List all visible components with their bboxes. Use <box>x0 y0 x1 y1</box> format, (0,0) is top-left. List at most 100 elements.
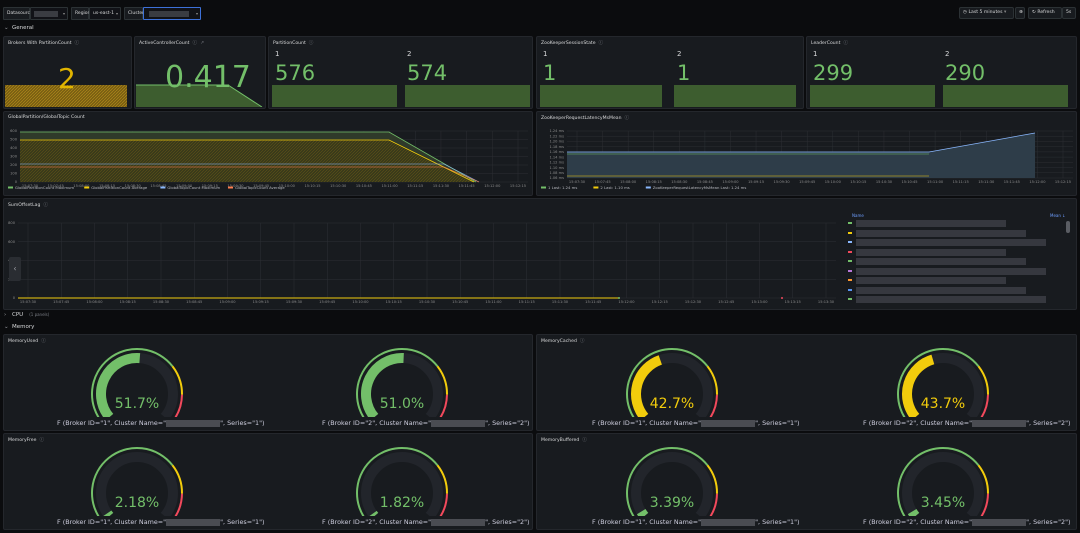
zoom-out-button[interactable]: ⊕ <box>1015 7 1025 19</box>
legend-label[interactable]: ZooKeeperRequestLatencyMsMean Last: 1.24… <box>653 185 747 190</box>
panel-title: MemoryCached ⓘ <box>541 338 585 344</box>
panel-brokers[interactable]: Brokers With PartitionCount ⓘ 2 <box>3 36 132 109</box>
redacted-value <box>701 419 756 427</box>
row-memory[interactable]: ⌄ Memory <box>4 323 34 331</box>
gauge-threshold-yellow <box>977 365 989 395</box>
info-icon: ⓘ <box>308 41 314 46</box>
gauge-value-arc <box>96 353 141 417</box>
legend-mean-header[interactable]: Mean ↓ <box>1050 213 1066 218</box>
info-icon: ⓘ <box>624 116 630 121</box>
gauge-threshold-green <box>91 348 174 417</box>
row-general[interactable]: ⌄ General <box>4 24 34 32</box>
x-tick-label: 15:08:30 <box>125 184 142 188</box>
gauge-threshold-green <box>626 348 709 417</box>
panel-active-controller[interactable]: ActiveControllerCount ⓘ ↗ 0.417 <box>134 36 266 109</box>
legend-label[interactable]: GlobalPartitionCount Maximum <box>15 185 74 190</box>
cluster-label: Cluster <box>124 7 144 20</box>
x-tick-label: 15:08:30 <box>671 180 688 184</box>
refresh-interval-select[interactable]: 5s <box>1062 7 1076 19</box>
legend-row[interactable] <box>848 267 1058 275</box>
legend-label[interactable]: GlobalTopicCount Average <box>235 185 285 190</box>
time-range-value: Last 5 minutes <box>968 10 1003 15</box>
legend-row[interactable] <box>848 258 1058 265</box>
legend-swatch <box>228 186 233 189</box>
legend-row[interactable] <box>848 239 1058 246</box>
row-memory-title: Memory <box>12 324 35 330</box>
redacted-value <box>701 518 756 526</box>
panel-title: Brokers With PartitionCount ⓘ <box>8 40 79 46</box>
legend-row[interactable] <box>848 220 1058 227</box>
legend-name-header[interactable]: Name <box>852 213 864 218</box>
x-tick-label: 15:08:15 <box>99 184 115 188</box>
legend-row[interactable] <box>848 248 1058 256</box>
panel-memory-cached[interactable]: MemoryCached ⓘ 42.7% F (Broker ID="1", Clu… <box>536 334 1077 431</box>
panel-partition-count[interactable]: PartitionCount ⓘ 1 2 576 574 <box>268 36 533 109</box>
redacted-value <box>431 518 486 526</box>
chevron-down-icon: ▾ <box>195 11 198 16</box>
chevron-down-icon: ⌄ <box>4 324 9 330</box>
gauge-value: 3.39% <box>649 495 695 511</box>
sparkline <box>136 84 263 107</box>
x-tick-label: 15:12:45 <box>718 300 734 304</box>
legend-swatch <box>848 269 852 272</box>
panel-global-partition-graph[interactable]: GlobalPartition/GlobalTopic Count 600 500… <box>3 111 533 196</box>
gauge-threshold-yellow <box>706 464 718 494</box>
x-tick-label: 15:13:00 <box>751 300 768 304</box>
zoom-out-icon: ⊕ <box>1019 10 1023 15</box>
panel-title-text: ZooKeeperRequestLatencyMsMean <box>541 116 622 121</box>
legend-label[interactable]: GlobalPartitionCount Average <box>91 185 148 190</box>
legend-label[interactable]: 1 Last: 1.24 ms <box>548 185 577 190</box>
legend-row[interactable] <box>848 277 1058 284</box>
x-tick-label: 15:08:45 <box>186 300 202 304</box>
row-cpu[interactable]: › CPU (1 panels) <box>4 311 49 319</box>
gauge-label-suffix: ", Series="2") <box>1026 419 1071 427</box>
region-select[interactable]: us-east-1 ▾ <box>89 7 121 20</box>
x-tick-label: 15:09:30 <box>227 184 244 188</box>
gauge-series-label: F (Broker ID="1", Cluster Name=" ", Serie… <box>592 419 800 427</box>
gauge <box>897 447 989 516</box>
region-value: us-east-1 <box>93 11 114 16</box>
x-tick-label: 15:09:00 <box>722 180 739 184</box>
datasource-select[interactable]: ▾ <box>30 7 68 20</box>
panel-memory-used[interactable]: MemoryUsed ⓘ 51.7% F (Broker ID="1", Clust… <box>3 334 533 431</box>
y-tick-label: 300 <box>10 155 18 159</box>
legend-label[interactable]: 2 Last: 1.10 ms <box>600 185 629 190</box>
time-range-picker[interactable]: ◷ Last 5 minutes ▾ <box>959 7 1014 19</box>
legend-row[interactable] <box>848 286 1058 294</box>
chevron-down-icon: ▾ <box>62 11 65 16</box>
scrollbar[interactable] <box>1066 221 1070 233</box>
x-tick-label: 15:11:30 <box>552 300 569 304</box>
panel-memory-free[interactable]: MemoryFree ⓘ 2.18% F (Broker ID="1", Clust… <box>3 433 533 530</box>
gauge-series-label: F (Broker ID="1", Cluster Name=" ", Serie… <box>592 518 800 526</box>
y-tick-label: 200 <box>10 163 18 167</box>
row-general-title: General <box>12 25 34 31</box>
cluster-select[interactable]: ▾ <box>143 7 201 20</box>
gauge-value-arc <box>369 510 379 516</box>
gauge-value-arc <box>902 354 935 417</box>
sparkline-area <box>810 85 935 107</box>
x-tick-label: 15:10:45 <box>901 180 917 184</box>
legend-row[interactable] <box>848 296 1058 303</box>
panel-zk-session[interactable]: ZooKeeperSessionState ⓘ 1 2 1 1 <box>536 36 804 109</box>
stat-series-label: 2 <box>945 50 950 58</box>
info-icon: ⓘ <box>74 41 80 46</box>
panel-title-text: MemoryUsed <box>8 339 39 344</box>
gauge-threshold-yellow <box>436 365 448 395</box>
x-tick-label: 15:08:00 <box>86 300 103 304</box>
gauge-threshold-green <box>626 447 709 516</box>
x-tick-label: 15:08:00 <box>73 184 90 188</box>
legend-row[interactable] <box>848 229 1058 237</box>
redacted-value <box>856 258 1026 265</box>
panel-memory-buffered[interactable]: MemoryBuffered ⓘ 3.39% F (Broker ID="1", C… <box>536 433 1077 530</box>
refresh-button[interactable]: ↻ Refresh <box>1028 7 1062 19</box>
collapse-handle[interactable]: ‹ <box>9 257 21 281</box>
panel-leader-count[interactable]: LeaderCount ⓘ 1 2 299 290 <box>806 36 1077 109</box>
stat-value: 290 <box>945 61 986 85</box>
sparkline <box>5 85 127 107</box>
legend-label[interactable]: GlobalTopicCount Maximum <box>167 185 220 190</box>
gauge-series-label: F (Broker ID="2", Cluster Name=" ", Serie… <box>322 419 530 427</box>
panel-zk-latency-graph[interactable]: ZooKeeperRequestLatencyMsMean ⓘ 1.24 ms 1.… <box>536 111 1077 196</box>
gauge-series-label: F (Broker ID="1", Cluster Name=" ", Serie… <box>57 419 265 427</box>
